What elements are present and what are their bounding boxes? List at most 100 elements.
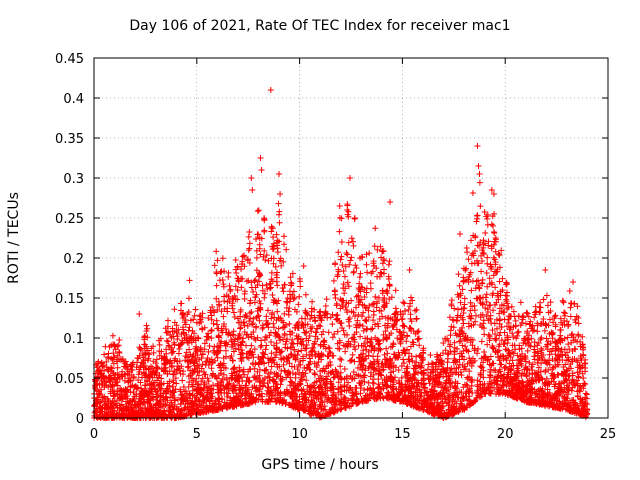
data-point (270, 320, 277, 327)
data-point (276, 349, 283, 356)
data-point (259, 282, 266, 289)
data-point (249, 321, 256, 328)
data-point (485, 356, 492, 363)
data-point (103, 364, 110, 371)
data-point (490, 290, 497, 297)
data-point (252, 277, 259, 284)
data-point (547, 299, 554, 306)
data-point (529, 328, 536, 335)
data-point (414, 336, 421, 343)
data-point (238, 349, 245, 356)
data-point (469, 250, 476, 257)
data-point (363, 261, 370, 268)
data-point (247, 300, 254, 307)
data-point (413, 315, 420, 322)
data-point (508, 303, 515, 310)
data-point (230, 357, 236, 364)
data-point (404, 333, 411, 340)
data-point (535, 364, 542, 371)
data-point (253, 247, 260, 254)
data-point (160, 368, 167, 375)
data-point (374, 336, 381, 343)
data-point (339, 262, 346, 269)
data-point (356, 355, 363, 362)
data-point (229, 305, 236, 312)
data-point (232, 256, 239, 263)
data-point (381, 351, 388, 358)
data-point (483, 269, 490, 276)
data-point (156, 341, 163, 348)
data-point (137, 379, 144, 386)
data-point (528, 335, 535, 342)
data-point (214, 382, 221, 389)
data-point (489, 213, 496, 220)
data-point (306, 332, 313, 339)
data-point (148, 345, 155, 352)
data-point (460, 320, 467, 327)
data-point (407, 294, 414, 301)
data-point (461, 305, 468, 312)
data-point (358, 313, 365, 320)
data-point (230, 365, 237, 372)
data-point (288, 279, 295, 286)
data-point (568, 387, 575, 394)
data-point (566, 287, 573, 294)
data-point (232, 283, 239, 290)
data-point (302, 370, 309, 377)
data-point (370, 353, 377, 360)
data-point (263, 334, 270, 341)
data-point (394, 354, 401, 361)
data-point (513, 389, 520, 396)
data-point (437, 352, 444, 359)
data-point (276, 208, 283, 215)
data-point (245, 277, 252, 284)
data-point (522, 320, 529, 327)
data-point (263, 366, 270, 373)
data-point (461, 295, 468, 302)
data-point (543, 292, 550, 299)
data-point (172, 355, 179, 362)
data-point (199, 350, 206, 357)
data-point (195, 372, 202, 379)
data-point (494, 325, 501, 332)
data-point (213, 270, 220, 277)
data-point (474, 242, 481, 249)
data-point (380, 270, 387, 277)
data-point (386, 258, 393, 265)
data-point (310, 382, 317, 389)
data-point (484, 215, 491, 222)
data-point (241, 371, 248, 378)
data-point (328, 399, 335, 406)
data-point (208, 326, 215, 333)
data-point (345, 239, 352, 246)
data-point (371, 243, 378, 250)
data-point (248, 308, 255, 315)
data-point (299, 369, 306, 376)
data-point (245, 233, 252, 240)
data-point (504, 292, 511, 299)
data-point (280, 258, 287, 265)
data-point (208, 328, 215, 335)
data-point (334, 273, 341, 280)
data-point (480, 244, 487, 251)
data-point (582, 390, 589, 397)
data-point (192, 306, 199, 313)
data-point (261, 375, 268, 382)
data-point (325, 329, 332, 336)
data-point (275, 200, 282, 207)
data-point (549, 345, 556, 352)
data-point (261, 290, 268, 297)
data-point (500, 375, 507, 382)
data-point (421, 385, 428, 392)
data-point (275, 325, 282, 332)
data-point (237, 325, 244, 332)
data-point (405, 306, 412, 313)
data-point (490, 307, 497, 314)
data-point (227, 354, 234, 361)
data-point (486, 302, 493, 309)
data-point (213, 282, 220, 289)
data-point (287, 378, 294, 385)
data-point (287, 393, 294, 400)
data-point (336, 337, 343, 344)
data-point (563, 318, 570, 325)
